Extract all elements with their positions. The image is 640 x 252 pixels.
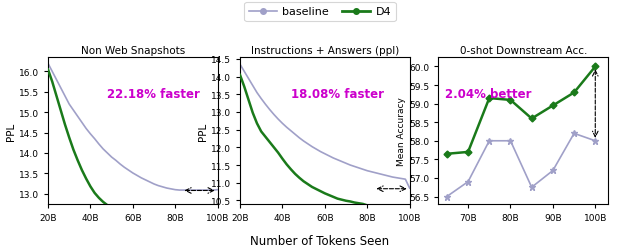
Text: 2.04% better: 2.04% better <box>445 87 532 100</box>
Legend: baseline, D4: baseline, D4 <box>244 3 396 22</box>
Title: Non Web Snapshots: Non Web Snapshots <box>81 46 185 56</box>
Y-axis label: PPL: PPL <box>198 122 208 140</box>
Y-axis label: PPL: PPL <box>6 122 16 140</box>
Text: Number of Tokens Seen: Number of Tokens Seen <box>250 234 390 247</box>
Title: 0-shot Downstream Acc.: 0-shot Downstream Acc. <box>460 46 587 56</box>
Text: 18.08% faster: 18.08% faster <box>291 87 384 100</box>
Title: Instructions + Answers (ppl): Instructions + Answers (ppl) <box>251 46 399 56</box>
Text: 22.18% faster: 22.18% faster <box>108 87 200 100</box>
Y-axis label: Mean Accuracy: Mean Accuracy <box>397 97 406 165</box>
